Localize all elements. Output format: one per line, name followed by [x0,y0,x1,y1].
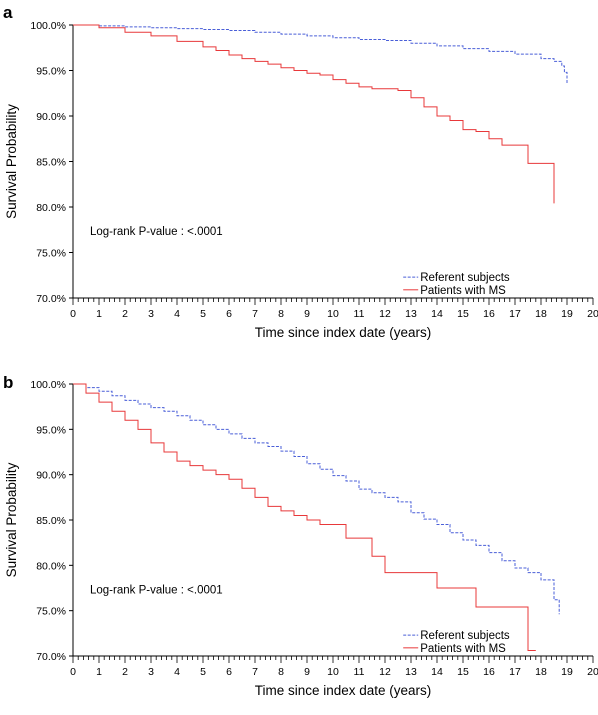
x-tick-label: 15 [457,666,469,678]
y-axis-title: Survival Probability [4,104,19,219]
x-tick-label: 3 [148,666,154,678]
series-line-ms [73,383,536,652]
y-tick-label: 75.0% [36,606,66,618]
x-tick-label: 19 [561,666,573,678]
x-tick-label: 5 [200,308,206,320]
series-line-ms [73,24,555,204]
legend-label: Referent subjects [420,272,510,284]
x-tick-label: 9 [304,308,310,320]
series-line-referent [73,383,560,615]
y-tick-label: 85.0% [36,515,66,527]
legend-label: Patients with MS [420,285,506,297]
y-tick-label: 70.0% [36,293,66,305]
x-tick-label: 14 [431,308,443,320]
x-tick-label: 4 [174,308,180,320]
y-tick-label: 85.0% [36,157,66,169]
x-tick-label: 18 [535,666,547,678]
x-tick-label: 0 [70,308,76,320]
y-tick-label: 100.0% [30,20,66,32]
x-tick-label: 16 [483,666,495,678]
logrank-annotation: Log-rank P-value : <.0001 [90,584,223,596]
x-tick-label: 6 [226,308,232,320]
x-tick-label: 12 [379,308,391,320]
x-tick-label: 4 [174,666,180,678]
x-tick-label: 8 [278,308,284,320]
x-tick-label: 2 [122,308,128,320]
panel-letter: a [3,3,13,22]
x-tick-label: 14 [431,666,443,678]
x-tick-label: 17 [509,666,521,678]
y-axis-title: Survival Probability [4,462,19,577]
y-tick-label: 70.0% [36,651,66,663]
x-tick-label: 10 [327,308,339,320]
x-tick-label: 7 [252,666,258,678]
y-tick-label: 95.0% [36,66,66,78]
x-tick-label: 1 [96,666,102,678]
x-tick-label: 8 [278,666,284,678]
chart-panel-b: b 100.0%95.0%90.0%85.0%80.0%75.0%70.0%0 1 2… [3,373,598,698]
x-tick-label: 2 [122,666,128,678]
y-tick-label: 80.0% [36,202,66,214]
x-tick-label: 9 [304,666,310,678]
x-tick-label: 6 [226,666,232,678]
x-tick-label: 10 [327,666,339,678]
logrank-annotation: Log-rank P-value : <.0001 [90,226,223,238]
y-tick-label: 100.0% [30,379,66,391]
x-tick-label: 19 [561,308,573,320]
x-tick-label: 12 [379,666,391,678]
x-tick-label: 0 [70,666,76,678]
x-tick-label: 13 [405,308,417,320]
x-tick-label: 20 [587,308,598,320]
y-tick-label: 80.0% [36,560,66,572]
x-tick-label: 17 [509,308,521,320]
x-tick-label: 3 [148,308,154,320]
x-tick-label: 20 [587,666,598,678]
x-tick-label: 15 [457,308,469,320]
y-tick-label: 75.0% [36,248,66,260]
x-tick-label: 11 [354,666,365,678]
panel-letter: b [3,373,13,392]
x-axis-title: Time since index date (years) [255,683,432,698]
x-tick-label: 5 [200,666,206,678]
y-tick-label: 95.0% [36,424,66,436]
y-tick-label: 90.0% [36,470,66,482]
x-tick-label: 16 [483,308,495,320]
y-tick-label: 90.0% [36,111,66,123]
legend-label: Referent subjects [420,630,510,642]
x-tick-label: 1 [96,308,102,320]
x-tick-label: 13 [405,666,417,678]
legend-label: Patients with MS [420,643,506,655]
x-tick-label: 7 [252,308,258,320]
x-tick-label: 11 [354,308,365,320]
x-tick-label: 18 [535,308,547,320]
x-axis-title: Time since index date (years) [255,325,432,340]
series-line-referent [73,24,568,84]
